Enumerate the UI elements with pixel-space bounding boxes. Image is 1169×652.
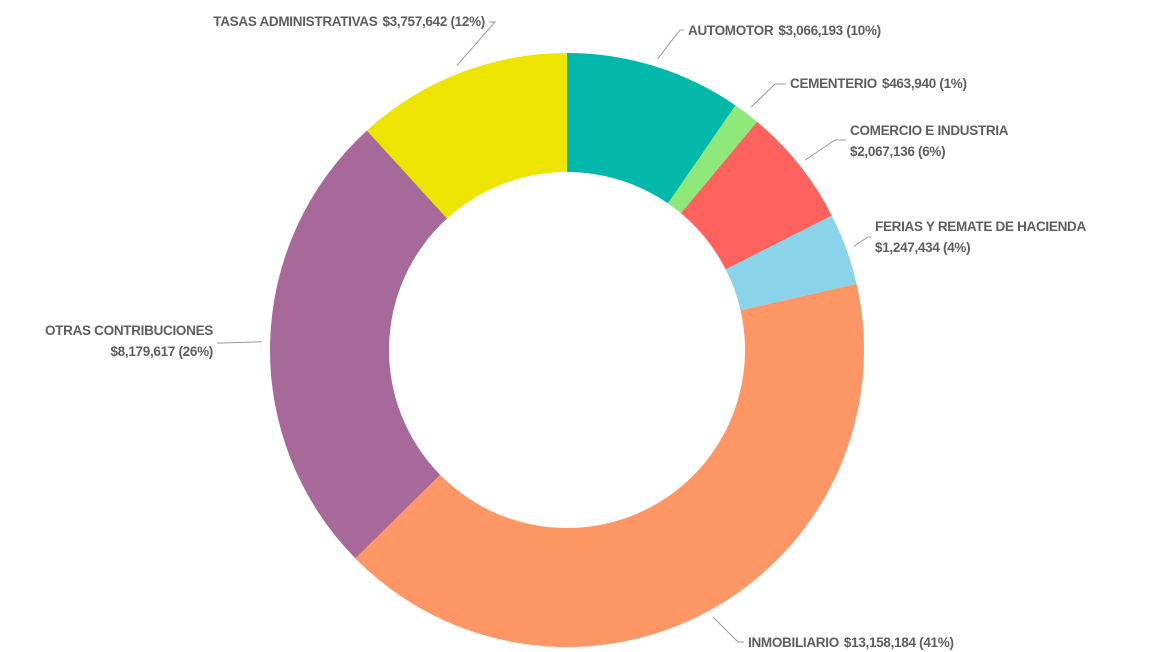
donut-slice [680,121,832,270]
slice-value: $3,757,642 (12%) [382,14,485,29]
slice-category: TASAS ADMINISTRATIVAS [213,14,377,29]
leader-line [805,139,846,161]
slice-category: CEMENTERIO [790,76,877,91]
slice-label: FERIAS Y REMATE DE HACIENDA $1,247,434 (4… [875,219,1086,255]
donut-slice [567,53,736,204]
slice-category: COMERCIO E INDUSTRIA [850,123,1009,138]
slice-category: AUTOMOTOR [688,23,774,38]
donut-slice [355,283,864,647]
slice-value: $3,066,193 (10%) [778,23,881,38]
slice-label: OTRAS CONTRIBUCIONES $8,179,617 (26%) [45,323,213,359]
slice-value: $13,158,184 (41%) [844,635,954,650]
slice-label: COMERCIO E INDUSTRIA $2,067,136 (6%) [850,123,1009,159]
leader-line [657,29,684,60]
leader-line [713,617,744,643]
slice-label: TASAS ADMINISTRATIVAS $3,757,642 (12%) [213,14,485,29]
slice-category: FERIAS Y REMATE DE HACIENDA [875,219,1086,234]
leader-line [750,83,786,108]
slice-category: OTRAS CONTRIBUCIONES [45,323,213,338]
slice-value: $463,940 (1%) [882,76,967,91]
slice-value: $8,179,617 (26%) [110,344,213,359]
donut-slice [725,215,857,311]
slice-category: INMOBILIARIO [748,635,839,650]
donut-slice [270,130,448,559]
leader-line [456,21,497,66]
slice-label: INMOBILIARIO $13,158,184 (41%) [748,635,954,650]
slice-label: CEMENTERIO $463,940 (1%) [790,76,967,91]
donut-slice [366,53,567,219]
leader-line [217,341,263,344]
donut-slice [667,105,758,214]
leader-line [853,236,871,247]
slice-label: AUTOMOTOR $3,066,193 (10%) [688,23,881,38]
slice-value: $1,247,434 (4%) [875,240,970,255]
slice-value: $2,067,136 (6%) [850,144,945,159]
